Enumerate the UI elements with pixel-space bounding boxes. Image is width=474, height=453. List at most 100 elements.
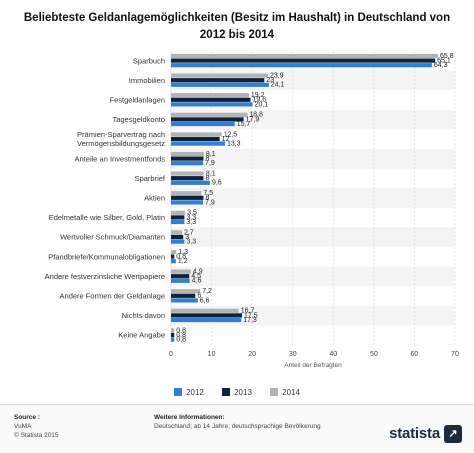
bar-2012[interactable] bbox=[171, 82, 269, 87]
bar-2013[interactable] bbox=[171, 195, 204, 200]
bar-2013[interactable] bbox=[171, 313, 242, 318]
legend-swatch-2012 bbox=[174, 388, 183, 396]
bar-2012[interactable] bbox=[171, 239, 185, 244]
chart-title: Beliebteste Geldanlagemöglichkeiten (Bes… bbox=[23, 12, 451, 41]
value-labels: 65,865,164,323,92324,119,219,620,118,817… bbox=[176, 53, 453, 344]
bar-2014[interactable] bbox=[171, 171, 204, 176]
value-label: 7,9 bbox=[205, 160, 215, 167]
row-band bbox=[171, 266, 455, 287]
value-label: 0,8 bbox=[176, 327, 186, 334]
x-tick-label: 30 bbox=[289, 351, 297, 358]
x-tick-label: 20 bbox=[248, 351, 256, 358]
bar-2012[interactable] bbox=[171, 161, 204, 166]
value-label: 8,1 bbox=[206, 151, 216, 158]
value-label: 64,3 bbox=[434, 62, 448, 69]
value-label: 0,8 bbox=[176, 254, 186, 261]
bar-2012[interactable] bbox=[171, 337, 175, 342]
value-label: 8 bbox=[205, 195, 209, 202]
bar-2013[interactable] bbox=[171, 136, 220, 142]
bar-2013[interactable] bbox=[171, 176, 204, 181]
bar-2014[interactable] bbox=[171, 328, 175, 333]
category-label: Festgeldanlagen bbox=[110, 96, 165, 105]
info-text: Deutschland; ab 14 Jahre; deutschsprachi… bbox=[154, 423, 321, 430]
bar-2014[interactable] bbox=[171, 191, 202, 196]
category-label: Pfandbriefe/Kommunalobligationen bbox=[48, 252, 165, 261]
legend-label-2013: 2013 bbox=[234, 388, 252, 397]
category-label: Sparbrief bbox=[135, 174, 166, 183]
row-band bbox=[171, 227, 455, 247]
value-label: 7,9 bbox=[205, 199, 215, 206]
x-tick-label: 40 bbox=[329, 351, 337, 358]
bar-2014[interactable] bbox=[171, 151, 204, 157]
source-line-2: © Statista 2015 bbox=[14, 432, 59, 439]
bar-2014[interactable] bbox=[171, 73, 268, 78]
value-label: 8,1 bbox=[206, 171, 216, 178]
value-label: 2,7 bbox=[184, 229, 194, 236]
value-label: 4,6 bbox=[192, 278, 202, 285]
bar-2014[interactable] bbox=[171, 132, 222, 137]
category-label: Immobilien bbox=[129, 76, 165, 85]
legend-item-2012[interactable]: 2012 bbox=[174, 388, 204, 397]
bar-2013[interactable] bbox=[171, 254, 175, 259]
bar-2013[interactable] bbox=[171, 78, 265, 83]
legend-item-2014[interactable]: 2014 bbox=[270, 388, 300, 397]
legend-swatch-2014 bbox=[270, 388, 279, 396]
bar-2013[interactable] bbox=[171, 58, 436, 63]
value-label: 9,6 bbox=[212, 180, 222, 187]
statista-logo-icon[interactable]: ↗ bbox=[444, 425, 462, 443]
bar-2012[interactable] bbox=[171, 63, 432, 68]
bar-2012[interactable] bbox=[171, 298, 198, 303]
bar-2013[interactable] bbox=[171, 97, 251, 102]
category-label: Nichts davon bbox=[122, 311, 165, 320]
bar-2013[interactable] bbox=[171, 156, 204, 161]
bar-2012[interactable] bbox=[171, 141, 225, 146]
value-label: 8 bbox=[205, 175, 209, 182]
bar-2013[interactable] bbox=[171, 234, 184, 240]
value-label: 18,8 bbox=[249, 112, 263, 119]
bar-2014[interactable] bbox=[171, 53, 438, 59]
value-label: 4,9 bbox=[193, 269, 203, 276]
statista-logo[interactable]: statista bbox=[389, 425, 440, 442]
row-band bbox=[171, 149, 455, 169]
x-tick-label: 10 bbox=[208, 351, 216, 358]
value-label: 3,3 bbox=[186, 219, 196, 226]
x-tick-label: 60 bbox=[411, 351, 419, 358]
bar-2014[interactable] bbox=[171, 308, 239, 313]
bar-2014[interactable] bbox=[171, 289, 201, 294]
bar-2014[interactable] bbox=[171, 230, 182, 235]
bar-2013[interactable] bbox=[171, 117, 244, 122]
bar-2014[interactable] bbox=[171, 210, 186, 215]
bar-2012[interactable] bbox=[171, 200, 204, 205]
bar-2013[interactable] bbox=[171, 274, 190, 279]
category-label: Wertvoller Schmuck/Diamanten bbox=[60, 233, 165, 242]
row-band bbox=[171, 305, 455, 326]
bar-2014[interactable] bbox=[171, 93, 249, 98]
bar-2014[interactable] bbox=[171, 112, 248, 117]
value-label: 3 bbox=[185, 234, 189, 241]
value-label: 17,5 bbox=[244, 312, 258, 319]
bar-2012[interactable] bbox=[171, 259, 176, 264]
bar-2012[interactable] bbox=[171, 121, 235, 127]
value-label: 23,9 bbox=[270, 73, 284, 80]
info-heading: Weitere Informationen: bbox=[154, 414, 225, 421]
value-label: 12 bbox=[222, 136, 230, 143]
legend-item-2013[interactable]: 2013 bbox=[222, 388, 252, 397]
bar-2014[interactable] bbox=[171, 269, 191, 274]
bar-2012[interactable] bbox=[171, 278, 190, 283]
value-label: 7,5 bbox=[203, 190, 213, 197]
category-label: Sparbuch bbox=[133, 56, 165, 65]
value-label: 3,3 bbox=[186, 239, 196, 246]
bar-2013[interactable] bbox=[171, 332, 175, 338]
category-label: Anteile an Investmentfonds bbox=[75, 154, 166, 163]
category-label: Keine Angabe bbox=[118, 331, 165, 340]
legend-label-2012: 2012 bbox=[186, 388, 204, 397]
bar-2013[interactable] bbox=[171, 293, 196, 298]
bars bbox=[171, 53, 438, 342]
value-label: 12,5 bbox=[224, 131, 238, 138]
bar-2013[interactable] bbox=[171, 215, 185, 220]
bar-2012[interactable] bbox=[171, 317, 242, 323]
bar-2012[interactable] bbox=[171, 102, 253, 107]
bar-2012[interactable] bbox=[171, 219, 185, 225]
bar-2012[interactable] bbox=[171, 180, 210, 185]
bar-2014[interactable] bbox=[171, 249, 177, 255]
